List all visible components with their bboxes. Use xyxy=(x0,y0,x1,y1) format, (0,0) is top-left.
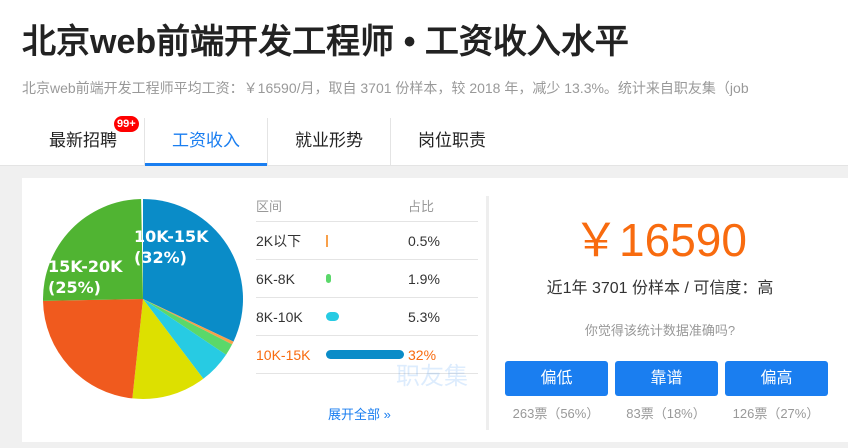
divider xyxy=(390,118,391,166)
table-row: 10K-15K 32% xyxy=(256,336,478,374)
percent-value: 0.5% xyxy=(408,233,440,249)
tab-label: 岗位职责 xyxy=(418,131,486,150)
table-header: 区间 占比 xyxy=(256,192,478,222)
pie-slice[interactable] xyxy=(43,299,144,399)
watermark: 职友集 xyxy=(396,363,468,390)
range-label: 10K-15K xyxy=(256,347,311,363)
page-subtitle: 北京web前端开发工程师平均工资：￥16590/月，取自 3701 份样本，较 … xyxy=(22,80,749,96)
salary-range-table: 区间 占比 2K以下 0.5% 6K-8K 1.9% 8K-10K 5.3% 10K-… xyxy=(256,192,478,374)
tab-bar: 最新招聘 99+ 工资收入 就业形势 岗位职责 xyxy=(0,116,848,166)
tab-salary[interactable]: 工资收入 xyxy=(145,118,267,166)
tab-latest-jobs[interactable]: 最新招聘 xyxy=(22,118,144,166)
percent-bar xyxy=(326,350,404,359)
pie-slice[interactable] xyxy=(143,299,234,345)
range-label: 6K-8K xyxy=(256,271,295,287)
pie-slice[interactable] xyxy=(143,299,227,379)
vote-accurate-button[interactable]: 靠谱 xyxy=(615,361,718,396)
header-range: 区间 xyxy=(256,199,283,214)
vote-accurate-count: 83票（18%） xyxy=(626,406,706,421)
percent-value: 1.9% xyxy=(408,271,440,287)
count-badge: 99+ xyxy=(114,116,139,132)
divider xyxy=(267,118,268,166)
tab-label: 工资收入 xyxy=(172,131,240,150)
header-percent: 占比 xyxy=(408,199,435,214)
table-row: 8K-10K 5.3% xyxy=(256,298,478,336)
percent-bar xyxy=(326,274,331,283)
average-salary: ￥16590 xyxy=(573,214,747,266)
tab-label: 就业形势 xyxy=(295,131,363,150)
pie-label: 15K-20K xyxy=(48,257,123,276)
range-label: 2K以下 xyxy=(256,233,302,249)
salary-pie-chart: 10K-15K (32%) 15K-20K (25%) xyxy=(43,199,244,399)
pie-label: (25%) xyxy=(48,278,101,297)
tab-label: 最新招聘 xyxy=(49,131,117,150)
pie-slice[interactable] xyxy=(132,299,204,399)
pie-slice[interactable] xyxy=(143,199,244,342)
tab-duties[interactable]: 岗位职责 xyxy=(391,118,513,166)
range-label: 8K-10K xyxy=(256,309,303,325)
divider xyxy=(486,196,489,430)
pie-slice[interactable] xyxy=(143,299,233,355)
sample-info: 近1年 3701 份样本 / 可信度：高 xyxy=(546,280,774,297)
percent-bar xyxy=(326,235,328,247)
expand-all-link[interactable]: 展开全部 » xyxy=(328,407,391,422)
percent-value: 5.3% xyxy=(408,309,440,325)
tab-employment[interactable]: 就业形势 xyxy=(268,118,390,166)
vote-low-count: 263票（56%） xyxy=(512,406,600,421)
vote-low-button[interactable]: 偏低 xyxy=(505,361,608,396)
divider xyxy=(144,118,145,166)
percent-bar xyxy=(326,312,339,321)
accuracy-question: 你觉得该统计数据准确吗? xyxy=(584,323,736,338)
pie-label: (32%) xyxy=(134,248,187,267)
vote-high-button[interactable]: 偏高 xyxy=(725,361,828,396)
pie-slice[interactable] xyxy=(43,199,143,301)
vote-high-count: 126票（27%） xyxy=(732,406,820,421)
page-title: 北京web前端开发工程师 • 工资收入水平 xyxy=(22,23,629,61)
pie-label: 10K-15K xyxy=(134,227,209,246)
table-row: 2K以下 0.5% xyxy=(256,222,478,260)
percent-value: 32% xyxy=(408,347,437,363)
table-row: 6K-8K 1.9% xyxy=(256,260,478,298)
